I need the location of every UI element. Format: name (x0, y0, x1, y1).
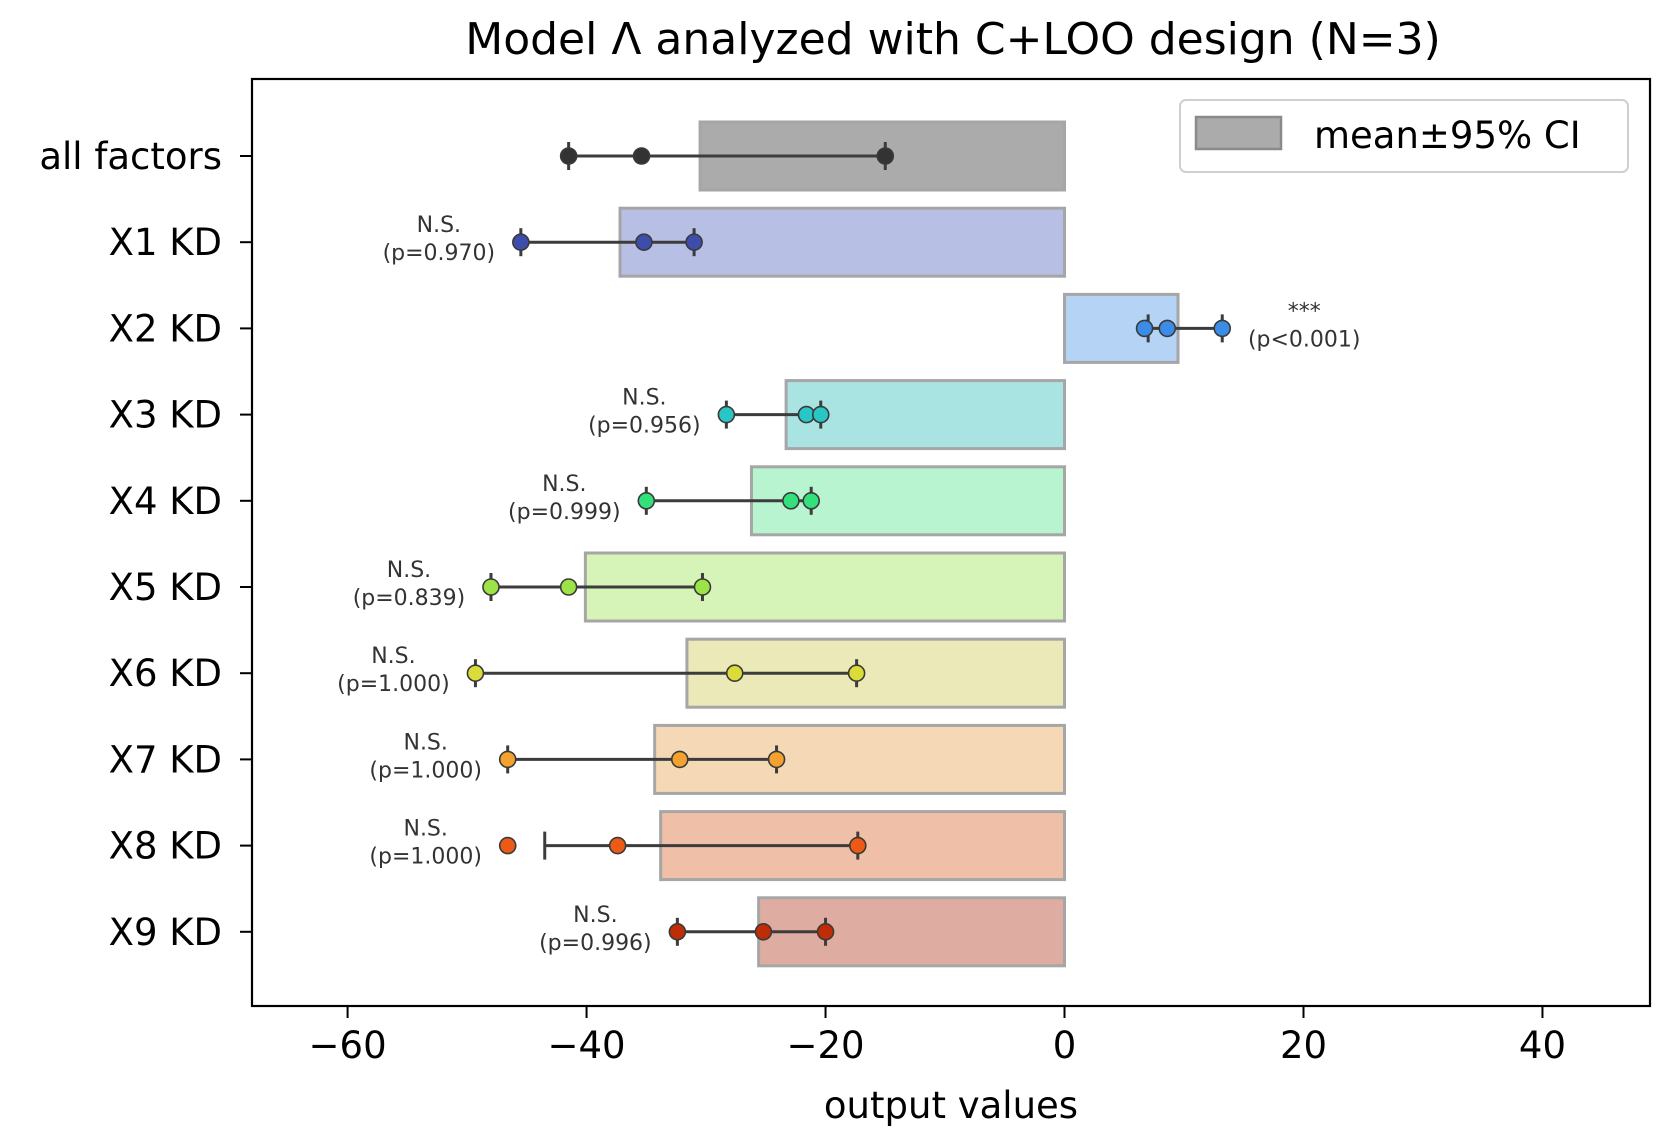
significance-label: N.S. (403, 730, 447, 755)
chart-title: Model Λ analyzed with C+LOO design (N=3) (465, 14, 1441, 65)
x-tick-label: 20 (1280, 1024, 1327, 1067)
data-point (559, 147, 578, 165)
y-tick-label: X9 KD (109, 911, 222, 954)
row-x1-kd: N.S. (p=0.970) (383, 206, 1067, 278)
plot-frame (250, 77, 1652, 1008)
row-x7-kd: N.S. (p=1.000) (369, 723, 1067, 795)
y-tick-label: all factors (39, 135, 222, 178)
data-point (668, 922, 687, 941)
bar (784, 379, 1067, 451)
data-point (670, 750, 689, 769)
significance-label: *** (1288, 299, 1321, 324)
data-point (767, 750, 786, 769)
p-value-label: (p=0.999) (508, 500, 621, 525)
x-tick-label: −60 (309, 1024, 387, 1067)
data-point (635, 233, 653, 251)
y-tick-label: X4 KD (109, 480, 222, 523)
data-point (608, 836, 627, 855)
plot-area: N.S.(p=0.970)***(p<0.001)N.S.(p=0.956)N.… (337, 120, 1361, 968)
p-value-label: (p=1.000) (337, 672, 450, 697)
p-value-label: (p=0.996) (539, 931, 652, 956)
data-point (811, 405, 830, 424)
row-all-factors (559, 120, 1067, 192)
x-tick-label: −20 (786, 1024, 864, 1067)
x-tick-label: 40 (1519, 1024, 1566, 1067)
y-tick-label: X2 KD (109, 307, 222, 350)
data-point (559, 578, 578, 596)
y-tick-label: X8 KD (109, 825, 222, 868)
data-point (717, 405, 736, 424)
axes: all factors X1 KD X2 KD X3 KD X4 KD X5 KD X6 K… (39, 135, 1566, 1067)
data-point (1213, 319, 1232, 338)
data-point (693, 578, 712, 596)
row-x5-kd: N.S. (p=0.839) (353, 551, 1067, 623)
legend-label: mean±95% CI (1314, 114, 1581, 157)
data-point (632, 147, 651, 165)
x-tick-label: −40 (548, 1024, 626, 1067)
significance-label: N.S. (542, 472, 586, 497)
x-axis-label: output values (824, 1084, 1078, 1127)
p-value-label: (p=0.839) (353, 586, 466, 611)
legend: mean±95% CI (1179, 99, 1629, 173)
data-point (512, 233, 530, 251)
data-point (498, 750, 517, 769)
data-point (816, 922, 835, 941)
row-x2-kd: *** (p<0.001) (1063, 292, 1361, 364)
p-value-label: (p=0.956) (588, 414, 701, 439)
data-point (782, 491, 800, 510)
data-point (802, 491, 821, 510)
y-tick-label: X7 KD (109, 738, 222, 781)
p-value-label: (p=0.970) (383, 241, 496, 266)
significance-label: N.S. (371, 644, 415, 669)
y-tick-label: X5 KD (109, 566, 222, 609)
p-value-label: (p<0.001) (1248, 327, 1361, 352)
data-point (466, 664, 485, 683)
legend-swatch (1194, 115, 1283, 151)
data-point (482, 578, 500, 596)
row-x9-kd: N.S. (p=0.996) (539, 896, 1067, 968)
y-tick-label: X6 KD (109, 652, 222, 695)
p-value-label: (p=1.000) (369, 758, 482, 783)
data-point (637, 491, 656, 510)
data-point (725, 664, 744, 683)
significance-label: N.S. (622, 386, 666, 411)
row-x4-kd: N.S. (p=0.999) (508, 465, 1067, 537)
p-value-label: (p=1.000) (369, 845, 482, 870)
significance-label: N.S. (573, 903, 617, 928)
row-x6-kd: N.S. (p=1.000) (337, 637, 1067, 709)
y-tick-label: X3 KD (109, 394, 222, 437)
row-x8-kd: N.S. (p=1.000) (369, 810, 1067, 882)
data-point (1135, 319, 1154, 338)
significance-label: N.S. (387, 558, 431, 583)
data-point (847, 664, 866, 683)
data-point (848, 836, 867, 855)
data-point (754, 922, 773, 941)
x-tick-label: 0 (1053, 1024, 1077, 1067)
row-x3-kd: N.S. (p=0.956) (588, 379, 1067, 451)
data-point (876, 147, 895, 165)
data-point (1158, 319, 1177, 338)
legend-frame (1179, 99, 1629, 173)
y-tick-label: X1 KD (109, 221, 222, 264)
significance-label: N.S. (403, 817, 447, 842)
data-point (685, 233, 703, 251)
significance-label: N.S. (417, 213, 461, 238)
data-point (498, 836, 517, 855)
